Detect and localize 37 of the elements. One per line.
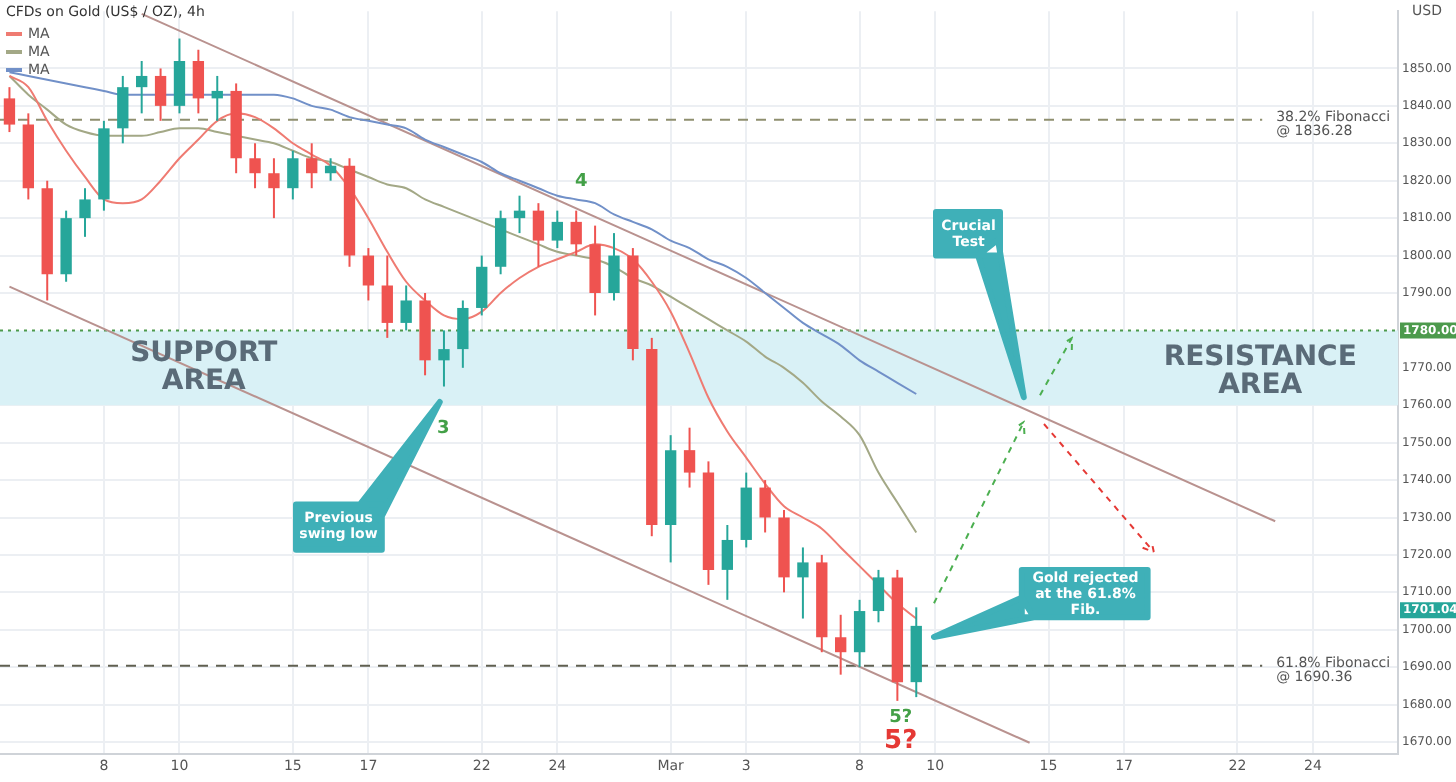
candlestick bbox=[872, 568, 885, 624]
candlestick bbox=[192, 48, 205, 115]
annotation: 5? bbox=[889, 707, 913, 728]
candlestick bbox=[362, 247, 375, 302]
candlestick bbox=[306, 142, 318, 190]
annotation: RESISTANCE AREA bbox=[1163, 341, 1357, 402]
candlestick bbox=[438, 329, 450, 388]
candlestick bbox=[136, 59, 148, 115]
candlestick bbox=[476, 254, 488, 317]
candlestick bbox=[381, 254, 393, 339]
candlestick bbox=[79, 187, 91, 238]
annotation: 5? bbox=[884, 725, 918, 756]
candlestick bbox=[457, 299, 469, 369]
candlestick bbox=[608, 232, 620, 302]
candlestick bbox=[835, 613, 847, 676]
candlestick bbox=[570, 209, 582, 257]
candlestick bbox=[759, 479, 771, 534]
candlestick bbox=[400, 284, 412, 332]
candlestick bbox=[551, 209, 563, 250]
candlestick bbox=[249, 142, 261, 190]
candlestick bbox=[3, 86, 16, 134]
candlestick bbox=[268, 157, 280, 220]
candlestick bbox=[211, 74, 223, 122]
candlestick bbox=[287, 149, 299, 201]
annotation: 4 bbox=[574, 172, 588, 193]
candlestick bbox=[324, 157, 337, 182]
candlestick bbox=[721, 523, 734, 601]
candlestick bbox=[117, 74, 129, 145]
line-series bbox=[8, 74, 918, 620]
annotation: 3 bbox=[437, 419, 450, 440]
candlestick bbox=[683, 426, 696, 489]
candlestick bbox=[853, 598, 866, 669]
candlestick bbox=[513, 194, 526, 235]
candlestick bbox=[797, 546, 809, 620]
candlestick bbox=[173, 37, 186, 115]
candlestick bbox=[154, 67, 167, 122]
candlestick bbox=[532, 202, 545, 268]
